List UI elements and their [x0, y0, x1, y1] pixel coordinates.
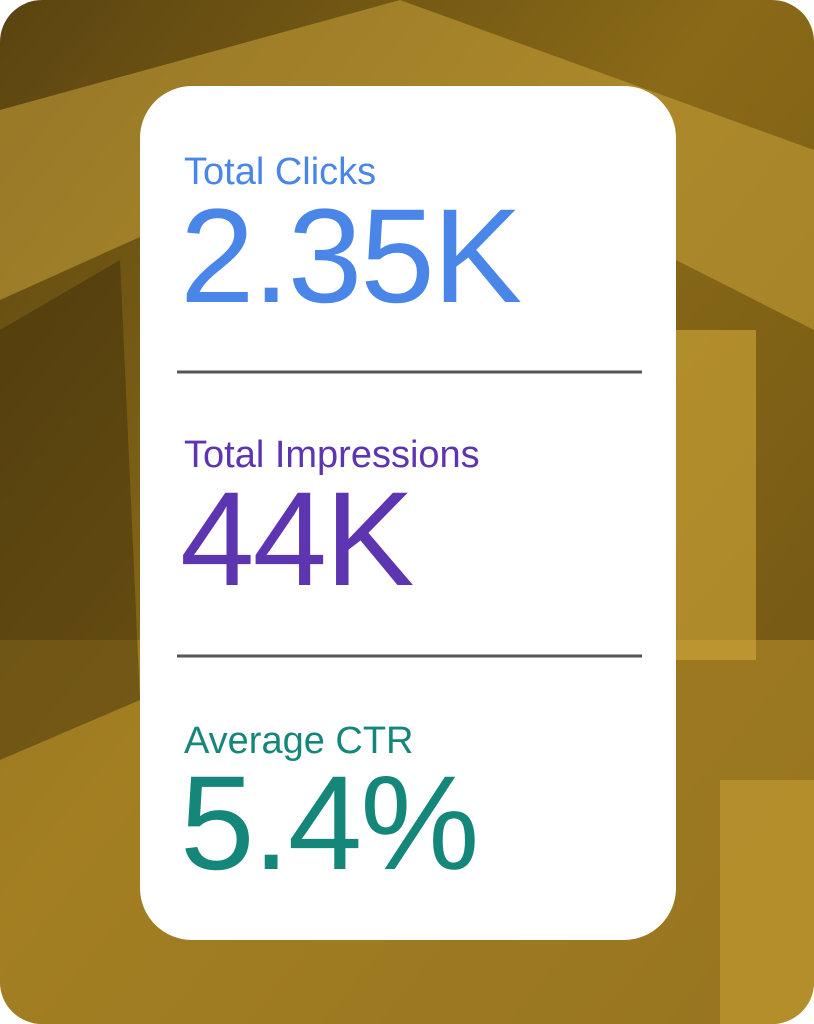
- house-roof: [0, 0, 814, 330]
- metric-value: 44K: [180, 465, 413, 614]
- house-wall: [720, 780, 814, 1024]
- house-wall: [676, 330, 756, 660]
- metric-label: Average CTR: [184, 720, 414, 762]
- tent-shadow: [0, 260, 140, 760]
- metric-value: 2.35K: [180, 182, 521, 331]
- card: [140, 86, 676, 940]
- metric-label: Total Clicks: [184, 151, 376, 193]
- metric-label: Total Impressions: [184, 434, 480, 476]
- metric-value: 5.4%: [180, 749, 477, 898]
